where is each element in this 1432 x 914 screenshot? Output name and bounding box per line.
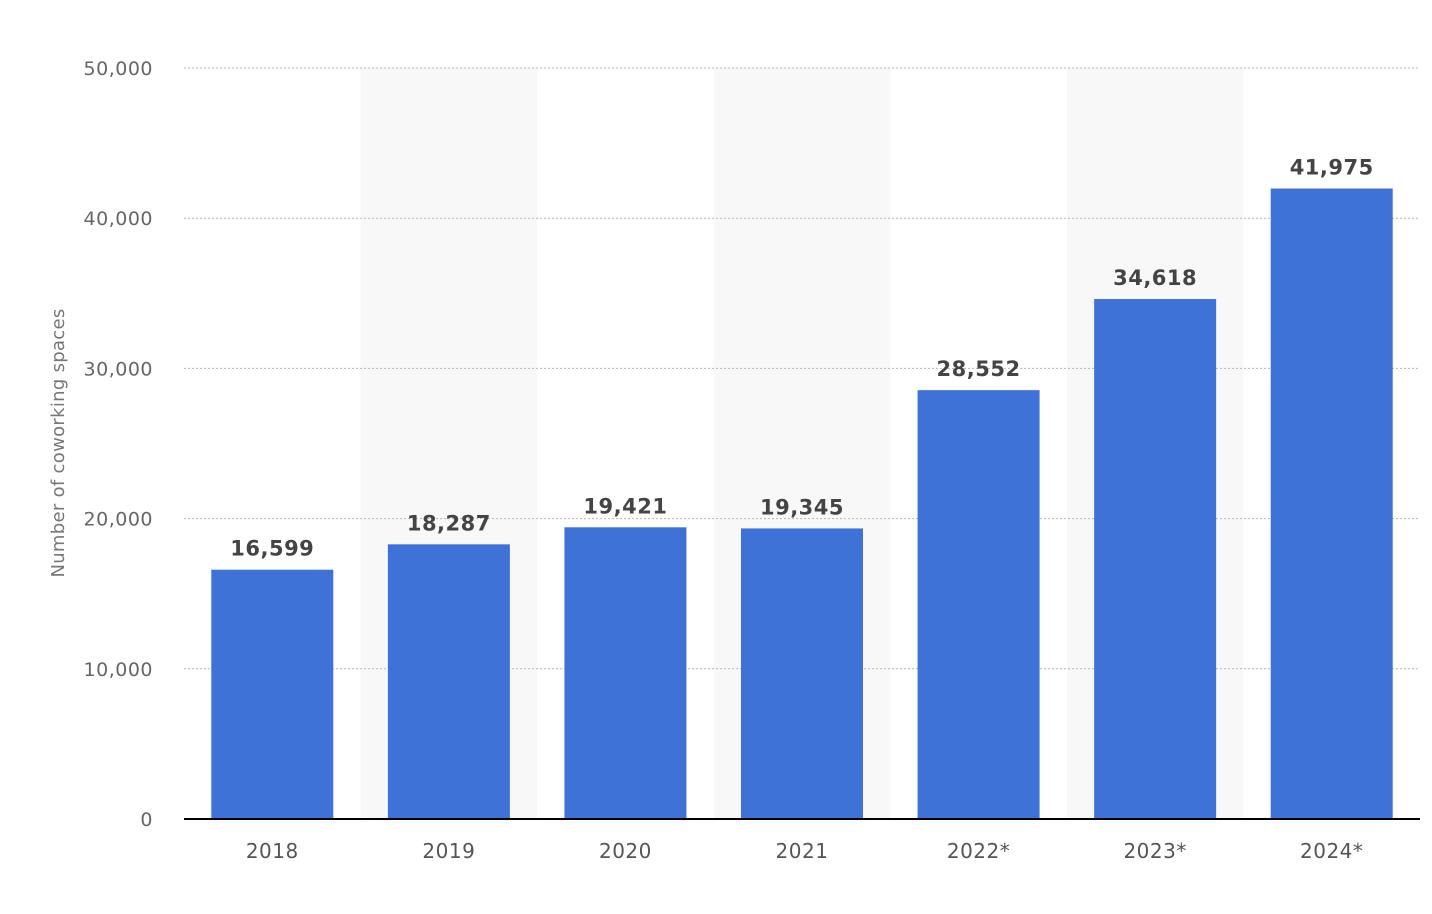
y-axis-title: Number of coworking spaces — [48, 308, 69, 577]
value-labels: 16,599 18,287 19,421 19,345 28,552 34,618 41,9… — [230, 156, 1373, 561]
x-tick-label: 2021 — [776, 839, 829, 863]
x-tick-label: 2018 — [246, 839, 299, 863]
value-label: 41,975 — [1290, 156, 1374, 180]
value-label: 28,552 — [937, 357, 1021, 381]
value-label: 19,345 — [760, 495, 844, 519]
bar-2019[interactable] — [387, 544, 510, 819]
x-tick-label: 2022* — [947, 839, 1010, 863]
bar-2024[interactable] — [1270, 188, 1393, 819]
x-tick-label: 2020 — [599, 839, 652, 863]
bar-2020[interactable] — [564, 527, 687, 819]
bar-2021[interactable] — [741, 528, 863, 819]
bars — [211, 188, 1393, 820]
value-label: 19,421 — [583, 494, 667, 518]
y-tick-label: 40,000 — [84, 208, 153, 230]
value-label: 18,287 — [407, 511, 491, 535]
value-label: 34,618 — [1113, 266, 1197, 290]
y-tick-label: 20,000 — [84, 509, 153, 531]
x-tick-label: 2023* — [1123, 839, 1186, 863]
y-tick-label: 30,000 — [84, 358, 153, 380]
y-tick-label: 0 — [140, 809, 153, 831]
x-tick-label: 2019 — [422, 839, 475, 863]
y-tick-label: 50,000 — [84, 58, 153, 80]
bar-2018[interactable] — [211, 569, 334, 819]
x-axis-ticks: 2018 2019 2020 2021 2022* 2023* 2024* — [246, 839, 1363, 863]
value-label: 16,599 — [230, 537, 314, 561]
y-axis-ticks: 0 10,000 20,000 30,000 40,000 50,000 — [84, 58, 153, 831]
bar-2023[interactable] — [1094, 299, 1217, 820]
bar-2022[interactable] — [917, 390, 1040, 819]
x-tick-label: 2024* — [1300, 839, 1363, 863]
y-tick-label: 10,000 — [84, 659, 153, 681]
